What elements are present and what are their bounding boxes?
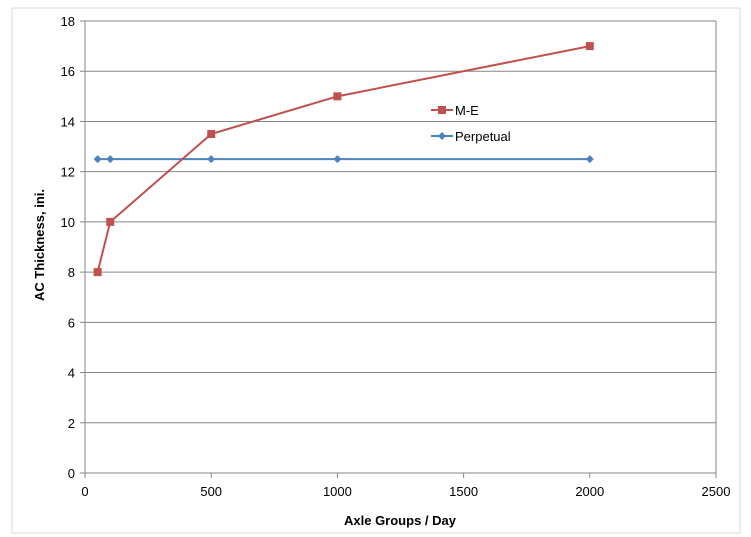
y-tick-label-18: 18	[61, 14, 75, 29]
x-axis-title: Axle Groups / Day	[344, 513, 457, 528]
chart-area-border	[11, 7, 741, 534]
data-point-m-e-3	[333, 92, 342, 101]
y-tick-label-8: 8	[68, 265, 75, 280]
series-perpetual	[93, 155, 594, 164]
y-tick-label-12: 12	[61, 165, 75, 180]
data-point-m-e-1	[106, 217, 115, 226]
x-tick-label-0: 0	[81, 484, 88, 499]
x-tick-label-2500: 2500	[702, 484, 731, 499]
legend-marker-m-e	[438, 106, 446, 114]
y-tick-label-0: 0	[68, 466, 75, 481]
y-axis-title: AC Thickness, ini.	[32, 189, 47, 301]
legend-label-perpetual: Perpetual	[455, 129, 511, 144]
x-tick-label-1500: 1500	[449, 484, 478, 499]
data-point-perpetual-4	[585, 155, 594, 164]
axes	[80, 20, 717, 478]
legend-item-m-e: M-E	[431, 103, 479, 118]
data-point-m-e-2	[207, 130, 216, 138]
data-point-perpetual-3	[333, 155, 342, 164]
x-tick-label-2000: 2000	[575, 484, 604, 499]
series-m-e	[93, 42, 594, 277]
gridlines	[85, 20, 717, 473]
y-tick-label-4: 4	[68, 366, 75, 381]
x-tick-label-1000: 1000	[323, 484, 352, 499]
y-tick-label-16: 16	[61, 64, 75, 79]
x-tick-labels: 0 500 1000 1500 2000 2500	[81, 484, 730, 499]
y-tick-labels: 0 2 4 6 8 10 12 14 16 18	[61, 14, 75, 481]
legend-marker-perpetual	[438, 132, 446, 140]
data-point-perpetual-0	[93, 155, 102, 164]
data-point-m-e-4	[585, 42, 594, 51]
data-point-perpetual-2	[207, 155, 216, 164]
y-tick-label-2: 2	[68, 416, 75, 431]
legend-label-m-e: M-E	[455, 103, 479, 118]
series-layer	[93, 42, 594, 277]
y-tick-label-6: 6	[68, 315, 75, 330]
legend: M-E Perpetual	[431, 103, 511, 144]
x-tick-label-500: 500	[200, 484, 222, 499]
data-point-m-e-0	[93, 268, 102, 277]
legend-item-perpetual: Perpetual	[431, 129, 511, 144]
y-tick-label-10: 10	[61, 215, 75, 230]
y-tick-label-14: 14	[61, 114, 75, 129]
data-point-perpetual-1	[106, 155, 115, 164]
